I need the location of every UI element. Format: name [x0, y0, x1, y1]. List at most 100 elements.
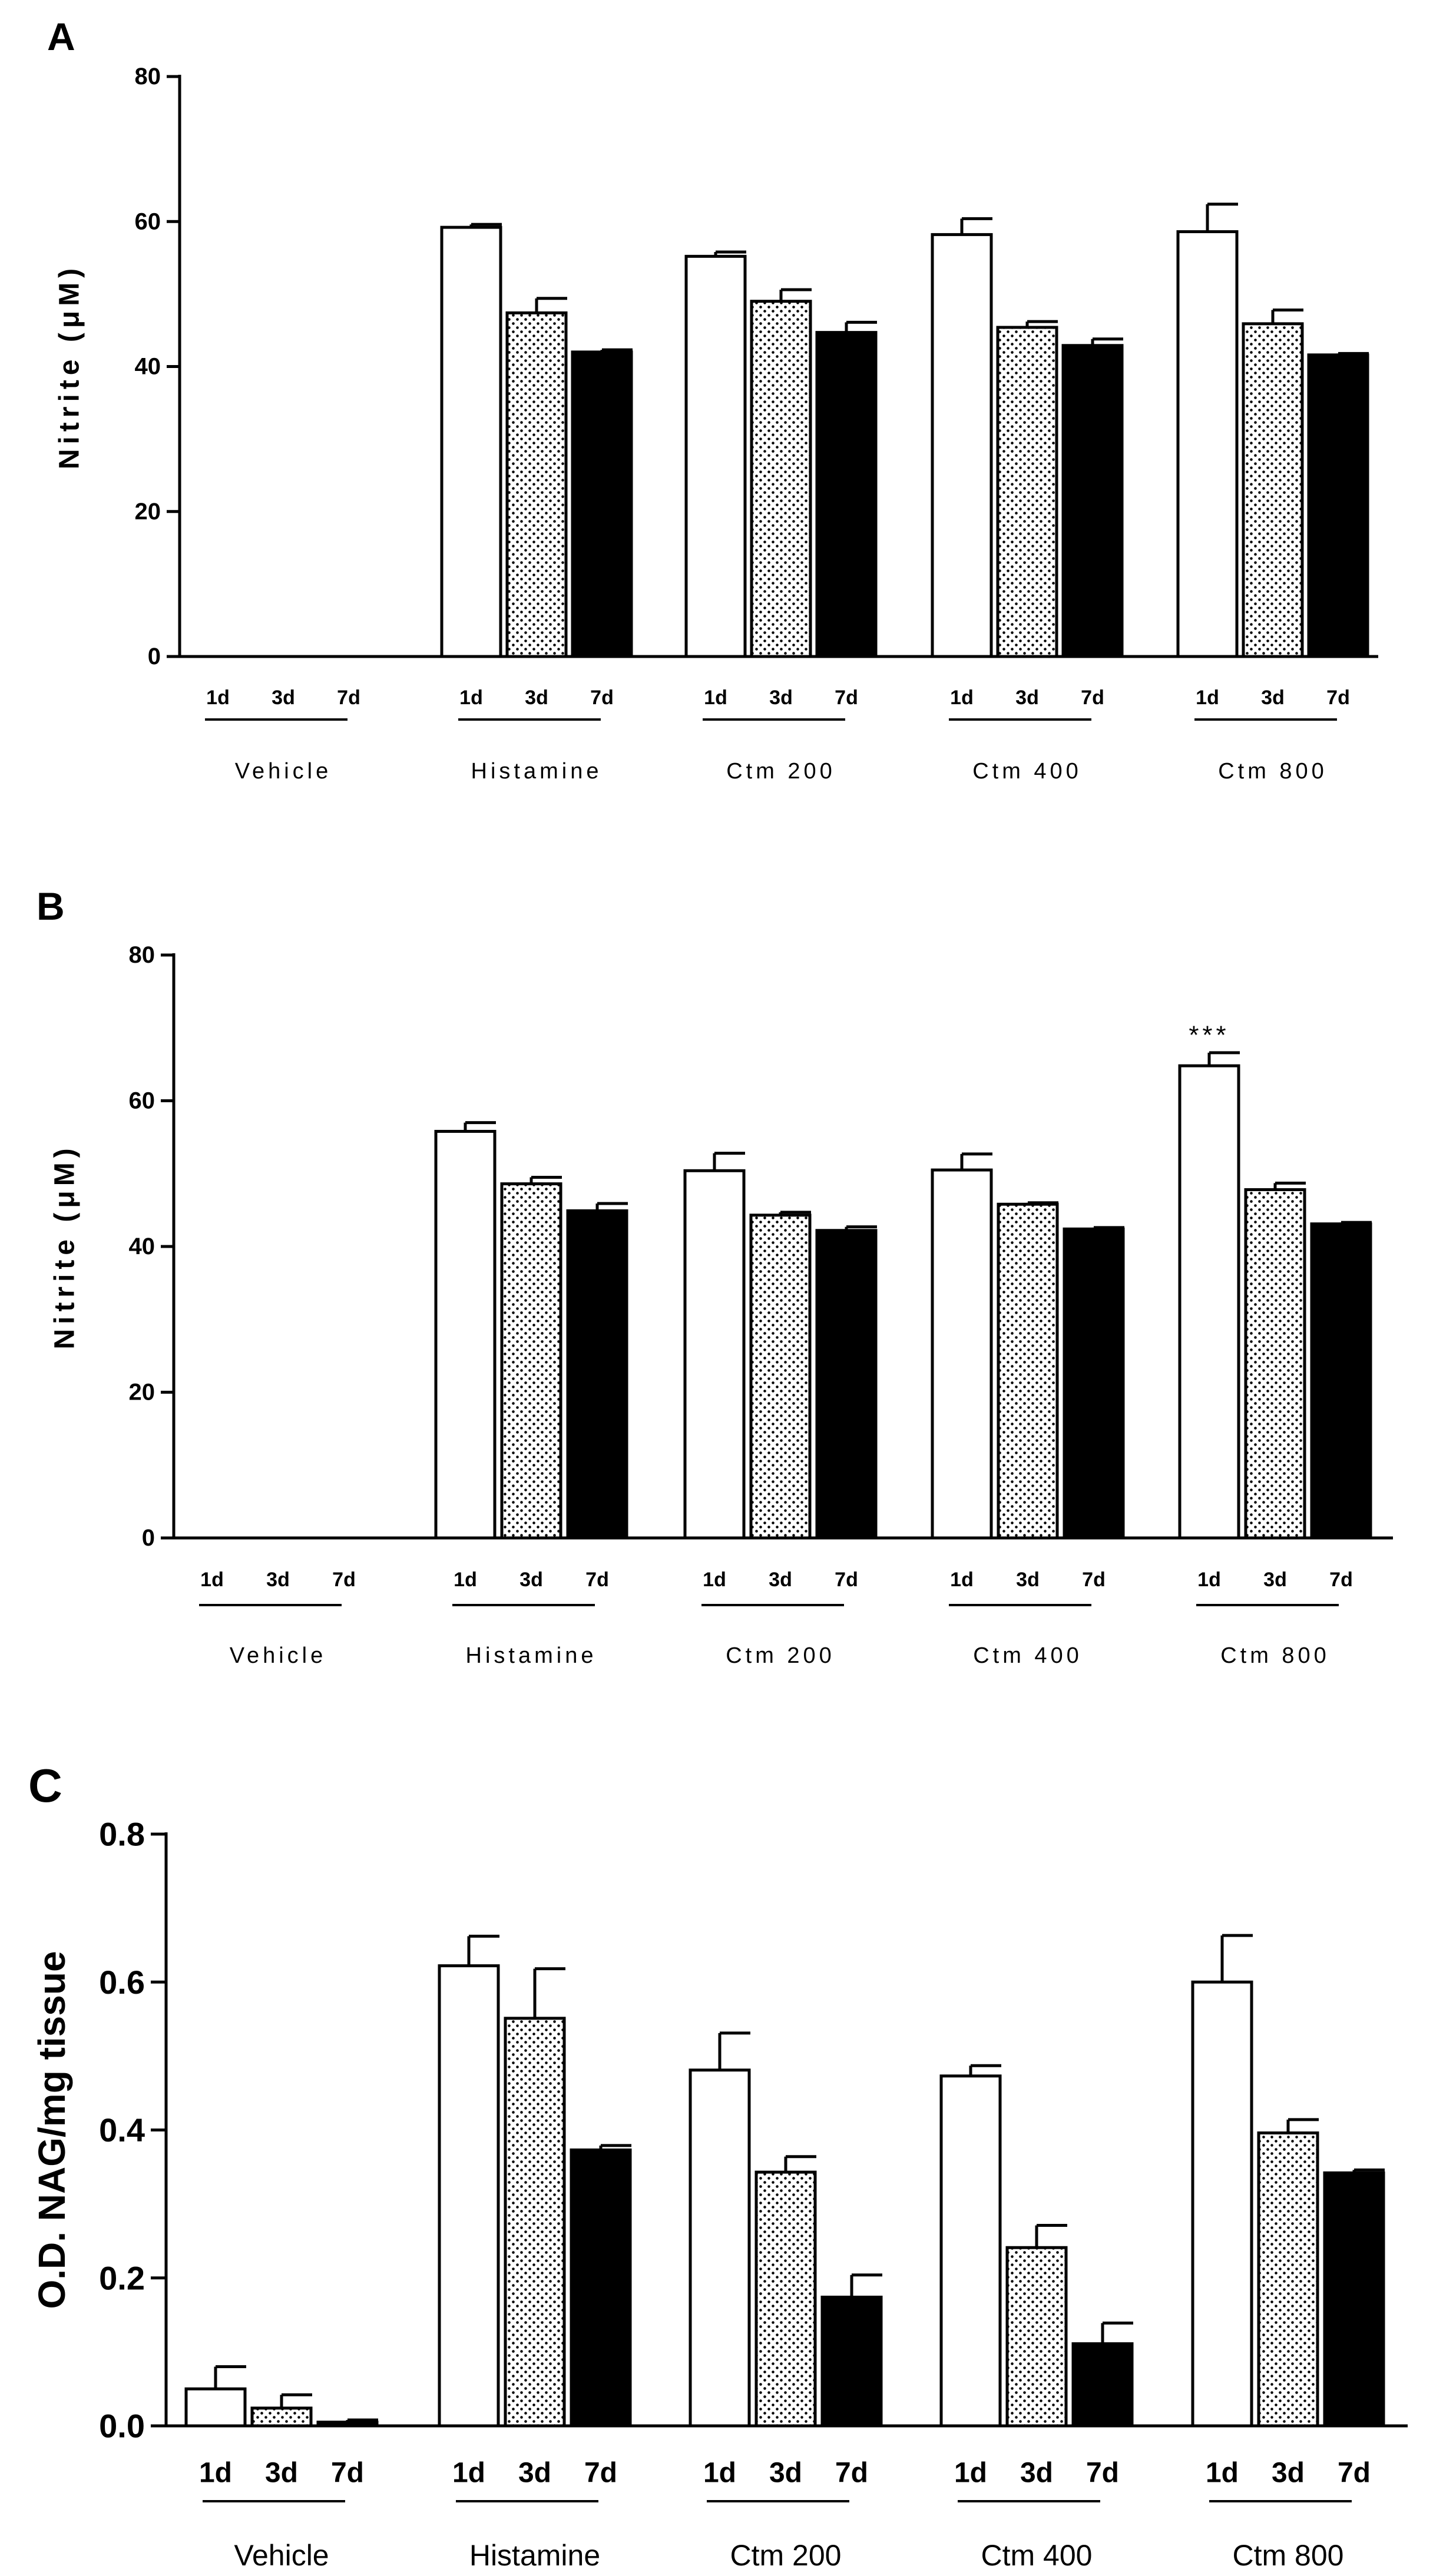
x-tick-label: 1d: [703, 2458, 736, 2489]
x-tick-label: 3d: [1263, 1569, 1287, 1591]
x-tick-label: 7d: [1086, 2458, 1119, 2489]
x-tick-label: 3d: [1272, 2458, 1305, 2489]
x-tick-label: 7d: [1082, 1569, 1106, 1591]
y-tick-label: 80: [129, 942, 155, 968]
group-label: Ctm 200: [726, 759, 836, 784]
y-tick-label: 40: [129, 1234, 155, 1259]
x-tick-label: 1d: [199, 2458, 232, 2489]
bar-ctm-400-1d: [931, 1168, 993, 1540]
bar-ctm-400-7d: [1071, 2342, 1134, 2428]
bar-ctm-800-1d: [1178, 1064, 1240, 1540]
group-label: Vehicle: [230, 1643, 327, 1668]
bar-histamine-3d: [504, 2017, 566, 2428]
panel-b-chart: B 0 20 40 60 80 Nitrite (μM) 1d 3d 7d Vehicle 1d 3d 7…: [37, 884, 1393, 1668]
y-axis-label: O.D. NAG/mg tissue: [31, 1951, 73, 2309]
group-label: Vehicle: [234, 2539, 329, 2572]
x-tick-label: 3d: [518, 2458, 551, 2489]
bar-ctm-200-3d: [754, 2170, 817, 2428]
x-tick-label: 7d: [835, 687, 858, 709]
y-tick-label: 0: [148, 644, 161, 669]
x-tick-label: 1d: [954, 2458, 987, 2489]
bar-histamine-3d: [505, 311, 568, 658]
bar-histamine-7d: [571, 350, 633, 658]
y-tick-label: 0: [142, 1525, 155, 1551]
bar-ctm-800-3d: [1244, 1188, 1306, 1540]
bar-histamine-7d: [570, 2148, 632, 2428]
x-tick-label: 3d: [519, 1569, 543, 1591]
group-label: Ctm 400: [981, 2539, 1093, 2572]
x-tick-label: 3d: [1015, 687, 1039, 709]
bar-ctm-400-1d: [931, 233, 993, 658]
bar-ctm-800-7d: [1323, 2171, 1385, 2428]
y-tick-label: 0.4: [99, 2111, 145, 2149]
x-tick-label: 1d: [1206, 2458, 1239, 2489]
x-tick-label: 1d: [459, 687, 483, 709]
x-tick-label: 7d: [332, 1569, 356, 1591]
bar-histamine-1d: [434, 1129, 497, 1540]
bar-vehicle-7d: [316, 2421, 379, 2428]
x-tick-label: 3d: [769, 687, 793, 709]
significance-annotation: ***: [1189, 1020, 1229, 1049]
y-tick-label: 0.0: [99, 2408, 145, 2445]
y-tick-label: 20: [129, 1380, 155, 1405]
y-tick-label: 20: [135, 499, 161, 525]
y-tick-label: 0.6: [99, 1964, 145, 2001]
panel-label: C: [28, 1759, 62, 1812]
x-tick-label: 7d: [584, 2458, 617, 2489]
bar-ctm-400-3d: [1005, 2246, 1068, 2428]
x-tick-label: 1d: [206, 687, 230, 709]
x-tick-label: 1d: [452, 2458, 485, 2489]
group-label: Histamine: [471, 759, 603, 784]
bar-ctm-200-7d: [815, 331, 878, 658]
group-label: Ctm 400: [973, 1643, 1083, 1668]
x-tick-label: 7d: [835, 1569, 858, 1591]
group-label: Ctm 800: [1218, 759, 1328, 784]
x-tick-label: 7d: [585, 1569, 609, 1591]
x-tick-label: 3d: [1016, 1569, 1040, 1591]
y-axis-label: Nitrite (μM): [49, 1143, 81, 1349]
x-tick-label: 1d: [200, 1569, 224, 1591]
y-tick-label: 40: [135, 354, 161, 380]
x-tick-label: 1d: [703, 1569, 726, 1591]
group-label: Ctm 400: [972, 759, 1082, 784]
bar-ctm-800-3d: [1257, 2131, 1319, 2428]
x-tick-label: 7d: [835, 2458, 868, 2489]
bar-ctm-400-7d: [1061, 344, 1124, 658]
x-tick-label: 3d: [265, 2458, 298, 2489]
x-tick-label: 3d: [769, 2458, 802, 2489]
panel-label: B: [37, 884, 65, 928]
bar-ctm-400-1d: [939, 2074, 1002, 2428]
bar-ctm-200-1d: [684, 254, 747, 658]
bar-ctm-200-3d: [749, 1214, 812, 1540]
bar-vehicle-3d: [250, 2406, 313, 2428]
group-label: Histamine: [469, 2539, 600, 2572]
bar-ctm-800-3d: [1242, 322, 1304, 658]
bar-vehicle-1d: [184, 2387, 247, 2428]
panel-c-chart: C 0.0 0.2 0.4 0.6 0.8 O.D. NAG/mg tissue 1d 3d 7d…: [28, 1759, 1408, 2572]
x-tick-label: 7d: [1329, 1569, 1353, 1591]
bar-ctm-200-1d: [683, 1169, 746, 1540]
y-tick-label: 60: [135, 208, 161, 234]
bar-ctm-200-1d: [689, 2068, 751, 2428]
x-tick-label: 1d: [950, 1569, 974, 1591]
bar-ctm-800-1d: [1191, 1980, 1253, 2428]
bar-ctm-400-3d: [996, 326, 1058, 658]
x-tick-label: 3d: [525, 687, 548, 709]
y-tick-label: 0.8: [99, 1816, 145, 1853]
x-tick-label: 1d: [1197, 1569, 1221, 1591]
bar-ctm-800-7d: [1307, 353, 1369, 658]
panel-label: A: [47, 15, 75, 58]
x-tick-label: 1d: [454, 1569, 477, 1591]
bar-ctm-200-3d: [750, 300, 812, 658]
group-label: Ctm 200: [730, 2539, 842, 2572]
x-tick-label: 7d: [337, 687, 360, 709]
x-tick-label: 7d: [331, 2458, 364, 2489]
x-tick-label: 3d: [769, 1569, 792, 1591]
bar-histamine-3d: [500, 1182, 562, 1540]
y-tick-label: 0.2: [99, 2259, 145, 2296]
x-tick-label: 1d: [704, 687, 727, 709]
y-axis-label: Nitrite (μM): [54, 264, 85, 469]
x-tick-label: 7d: [1338, 2458, 1371, 2489]
bar-ctm-400-3d: [997, 1202, 1059, 1540]
x-tick-label: 1d: [1196, 687, 1219, 709]
